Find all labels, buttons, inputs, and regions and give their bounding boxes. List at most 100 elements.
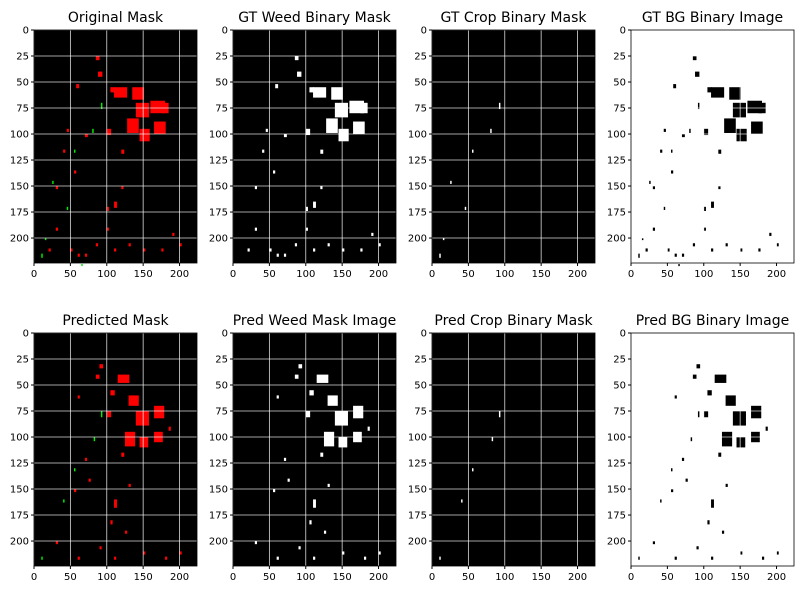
y-tick-label: 150: [10, 485, 29, 496]
crop-region: [44, 238, 47, 241]
non-bg-region: [736, 437, 746, 448]
weed-region: [121, 149, 125, 154]
x-tick-label: 0: [230, 269, 236, 280]
non-bg-region: [681, 457, 685, 461]
weed-region: [114, 248, 117, 252]
panel-7: Pred Crop Binary Mask 0 50 100 150 200 0 25 50 75…: [408, 313, 596, 583]
non-bg-region: [703, 227, 706, 231]
crop-region: [100, 102, 103, 110]
y-tick-label: 0: [421, 26, 427, 37]
non-bg-region: [671, 489, 674, 493]
x-tick-label: 50: [64, 269, 77, 280]
crop-region: [461, 499, 463, 503]
panel-title: Pred Crop Binary Mask: [434, 313, 593, 329]
weed-region: [313, 201, 316, 208]
x-tick-label: 50: [462, 269, 475, 280]
y-tick-label: 100: [10, 130, 29, 141]
y-tick-label: 25: [613, 52, 626, 63]
y-tick-label: 150: [408, 485, 427, 496]
y-tick-label: 25: [613, 355, 626, 366]
weed-region: [276, 253, 279, 257]
y-tick-label: 150: [607, 182, 626, 193]
weed-region: [179, 243, 182, 247]
panel-title: GT Weed Binary Mask: [238, 10, 391, 26]
weed-region: [313, 556, 316, 560]
non-bg-region: [638, 253, 640, 258]
weed-region: [121, 186, 124, 190]
y-tick-label: 175: [209, 511, 228, 522]
panel-frame: [630, 29, 795, 264]
weed-region: [320, 186, 323, 190]
weed-region: [254, 541, 258, 545]
weed-region: [338, 437, 348, 448]
non-bg-region: [718, 186, 721, 190]
non-bg-region: [703, 411, 709, 418]
weed-region: [74, 489, 77, 493]
y-tick-label: 75: [215, 104, 228, 115]
non-bg-region: [638, 556, 640, 560]
weed-region: [77, 556, 80, 560]
y-tick-label: 50: [16, 78, 29, 89]
crop-region: [450, 180, 452, 184]
non-bg-region: [663, 128, 666, 132]
y-tick-label: 0: [23, 329, 29, 340]
y-tick-label: 25: [215, 355, 228, 366]
x-tick-label: 150: [532, 269, 551, 280]
crop-region: [41, 253, 43, 258]
crop-region: [52, 180, 54, 184]
weed-region: [128, 483, 131, 487]
weed-region: [334, 102, 348, 118]
x-tick-label: 200: [170, 572, 189, 583]
y-tick-label: 50: [414, 381, 427, 392]
weed-region: [283, 253, 287, 257]
non-bg-region: [718, 149, 722, 154]
non-bg-region: [721, 431, 733, 447]
x-tick-label: 200: [568, 572, 587, 583]
non-bg-region: [725, 395, 736, 406]
weed-region: [74, 170, 77, 174]
weed-region: [294, 243, 298, 247]
y-tick-label: 25: [215, 52, 228, 63]
non-bg-region: [732, 102, 746, 118]
x-tick-label: 200: [767, 269, 786, 280]
y-tick-label: 200: [209, 234, 228, 245]
weed-region: [55, 541, 59, 545]
non-bg-region: [692, 56, 697, 61]
y-tick-label: 0: [222, 329, 228, 340]
weed-region: [95, 374, 100, 379]
x-tick-label: 0: [429, 269, 435, 280]
non-bg-region: [681, 134, 685, 138]
weed-region: [378, 243, 381, 247]
crop-region: [442, 238, 445, 241]
crop-region: [74, 149, 76, 153]
x-tick-label: 0: [31, 269, 37, 280]
y-tick-label: 75: [414, 104, 427, 115]
weed-region: [294, 374, 299, 379]
non-bg-region: [663, 206, 666, 210]
weed-region: [66, 128, 69, 132]
y-tick-label: 50: [215, 381, 228, 392]
weed-region: [95, 56, 100, 61]
crop-region: [498, 102, 501, 110]
weed-region: [353, 121, 365, 135]
y-tick-label: 0: [620, 26, 626, 37]
weed-region: [265, 128, 268, 132]
weed-region: [273, 170, 276, 174]
x-tick-label: 150: [532, 572, 551, 583]
weed-region: [139, 437, 149, 448]
panel-8: Pred BG Binary Image 0 50 100 150 200 0 25 50 75 1…: [607, 313, 795, 583]
weed-region: [77, 395, 80, 399]
non-bg-region: [725, 483, 728, 487]
weed-region: [298, 364, 303, 369]
crop-region: [491, 437, 494, 442]
y-tick-label: 175: [607, 208, 626, 219]
x-tick-label: 200: [568, 269, 587, 280]
non-bg-region: [725, 243, 728, 247]
weed-region: [247, 248, 250, 252]
non-bg-region: [711, 201, 714, 208]
weed-region: [154, 121, 166, 135]
weed-region: [327, 243, 330, 247]
weed-region: [298, 546, 301, 550]
weed-region: [276, 556, 279, 560]
non-bg-region: [692, 374, 697, 379]
